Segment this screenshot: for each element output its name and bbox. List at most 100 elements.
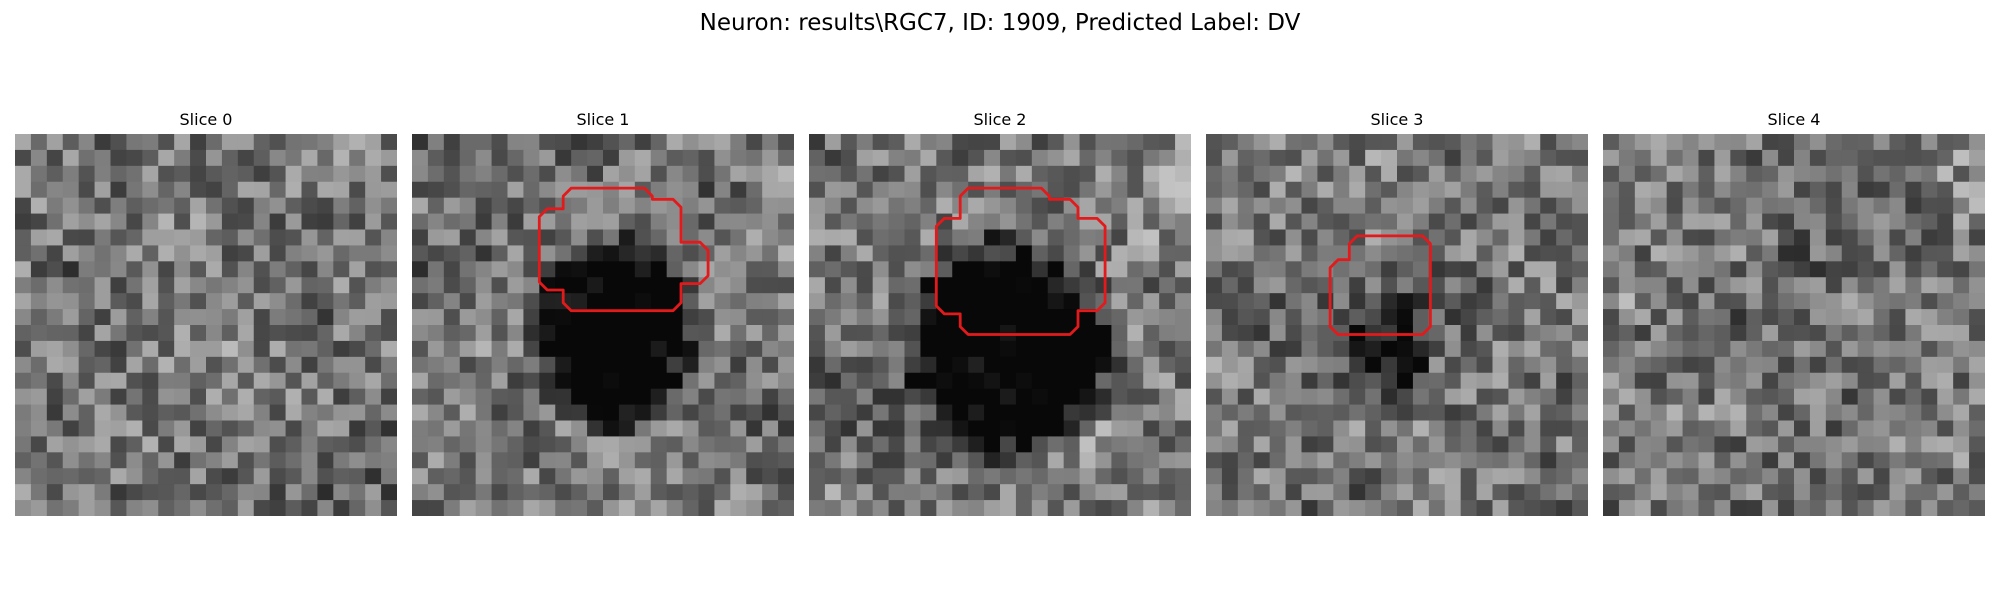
pixel-cell (1237, 356, 1255, 374)
pixel-cell (1397, 261, 1414, 278)
pixel-cell (381, 277, 397, 294)
pixel-cell (1603, 420, 1620, 438)
pixel-cell (427, 340, 445, 358)
pixel-cell (666, 340, 684, 358)
pixel-cell (824, 213, 842, 231)
pixel-cell (1540, 372, 1557, 390)
pixel-cell (1285, 340, 1303, 358)
pixel-cell (1031, 356, 1049, 374)
pixel-cell (1698, 293, 1716, 310)
pixel-cell (1285, 213, 1303, 231)
pixel-cell (1508, 149, 1525, 167)
pixel-cell (349, 436, 366, 453)
pixel-cell (1540, 261, 1557, 278)
pixel-cell (158, 165, 175, 183)
pixel-cell (301, 309, 319, 326)
pixel-cell (1127, 293, 1144, 310)
pixel-cell (158, 372, 175, 390)
pixel-cell (1492, 325, 1510, 342)
pixel-cell (1221, 372, 1239, 390)
pixel-cell (762, 181, 779, 199)
pixel-cell (62, 245, 80, 262)
pixel-cell (94, 436, 112, 453)
pixel-cell (618, 388, 636, 406)
pixel-cell (1269, 197, 1287, 215)
pixel-cell (206, 452, 223, 469)
pixel-cell (698, 229, 716, 247)
pixel-cell (1460, 356, 1478, 374)
pixel-cell (1063, 197, 1081, 215)
pixel-cell (1301, 293, 1319, 310)
pixel-cell (237, 245, 255, 262)
pixel-cell (1969, 309, 1985, 326)
pixel-cell (698, 356, 716, 374)
pixel-cell (682, 484, 700, 501)
pixel-cell (666, 484, 684, 501)
pixel-cell (427, 325, 445, 342)
pixel-cell (365, 404, 382, 422)
pixel-cell (365, 197, 382, 215)
pixel-cell (1730, 197, 1747, 215)
pixel-cell (349, 404, 366, 422)
pixel-cell (539, 165, 556, 183)
pixel-cell (1905, 484, 1922, 501)
pixel-cell (381, 245, 397, 262)
pixel-cell (1143, 245, 1160, 262)
pixel-cell (94, 134, 112, 151)
pixel-cell (1650, 468, 1668, 485)
pixel-cell (1618, 404, 1636, 422)
pixel-cell (237, 452, 255, 469)
pixel-cell (1508, 213, 1525, 231)
pixel-cell (1397, 500, 1414, 516)
pixel-cell (746, 340, 763, 358)
pixel-cell (1508, 404, 1525, 422)
pixel-cell (1794, 197, 1811, 215)
pixel-cell (1889, 309, 1907, 326)
pixel-cell (1618, 436, 1636, 453)
pixel-cell (571, 165, 588, 183)
pixel-cell (1301, 356, 1319, 374)
pixel-cell (1714, 245, 1731, 262)
pixel-cell (1634, 165, 1652, 183)
pixel-cell (618, 277, 636, 294)
pixel-cell (1556, 356, 1573, 374)
pixel-cell (730, 293, 747, 310)
pixel-cell (840, 181, 858, 199)
pixel-cell (778, 325, 794, 342)
pixel-cell (1825, 165, 1843, 183)
pixel-cell (1047, 388, 1065, 406)
pixel-cell (1841, 356, 1859, 374)
pixel-cell (1269, 388, 1287, 406)
pixel-cell (920, 293, 937, 310)
pixel-cell (1143, 293, 1160, 310)
pixel-cell (778, 309, 794, 326)
pixel-cell (1428, 388, 1446, 406)
pixel-cell (1666, 213, 1684, 231)
pixel-cell (158, 213, 175, 231)
pixel-cell (1397, 420, 1414, 438)
pixel-cell (381, 468, 397, 485)
pixel-cell (1603, 452, 1620, 469)
pixel-cell (1618, 181, 1636, 199)
pixel-cell (1730, 261, 1747, 278)
pixel-cell (1269, 404, 1287, 422)
pixel-cell (349, 197, 366, 215)
pixel-cell (62, 340, 80, 358)
pixel-cell (1476, 309, 1494, 326)
pixel-cell (1730, 165, 1747, 183)
pixel-cell (1618, 420, 1636, 438)
slice-image-3 (1206, 134, 1588, 516)
slice-heatmap-0 (15, 134, 397, 516)
pixel-cell (491, 404, 509, 422)
pixel-cell (1175, 261, 1191, 278)
pixel-cell (285, 500, 303, 516)
pixel-cell (730, 149, 747, 167)
pixel-cell (1572, 245, 1588, 262)
pixel-cell (1476, 181, 1494, 199)
pixel-cell (1317, 213, 1334, 231)
pixel-cell (872, 325, 890, 342)
pixel-cell (1762, 372, 1779, 390)
pixel-cell (1221, 197, 1239, 215)
pixel-cell (1285, 245, 1303, 262)
pixel-cell (459, 420, 477, 438)
